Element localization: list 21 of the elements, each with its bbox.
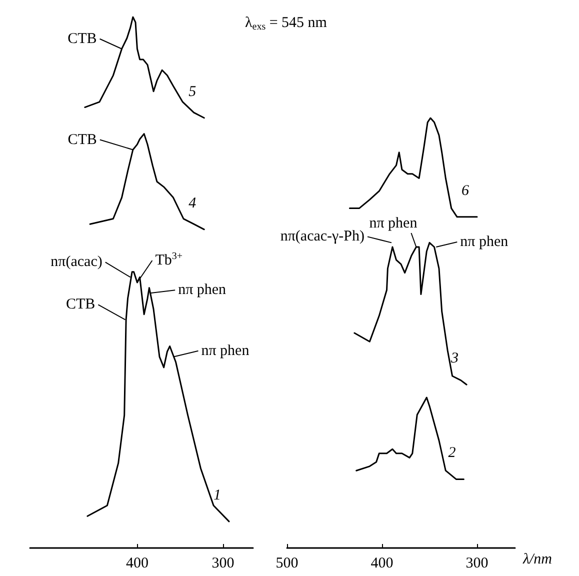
series-label: 4	[188, 195, 197, 212]
annotation: CTB	[68, 132, 97, 148]
x-tick-label: 300	[466, 556, 488, 572]
annotation: nπ(acac)	[50, 254, 102, 270]
annotation: nπ(acac-γ-Ph)	[280, 228, 365, 245]
annotation: nπ phen	[178, 282, 227, 298]
series-label: 3	[450, 350, 459, 367]
x-tick-label: 400	[126, 556, 148, 572]
annotation: nπ phen	[201, 342, 250, 359]
annotation: nπ phen	[460, 234, 509, 250]
x-tick-label: 400	[370, 556, 394, 572]
series-label: 5	[188, 84, 197, 100]
annotation: CTB	[68, 30, 97, 47]
annotation: nπ phen	[369, 216, 418, 232]
x-axis-title: λ/nm	[522, 552, 552, 568]
series-label: 2	[448, 445, 456, 462]
series-label: 6	[462, 182, 470, 199]
annotation: CTB	[66, 296, 96, 313]
series-label: 1	[213, 487, 221, 504]
x-tick-label: 500	[276, 556, 298, 572]
x-tick-label: 300	[212, 556, 234, 572]
